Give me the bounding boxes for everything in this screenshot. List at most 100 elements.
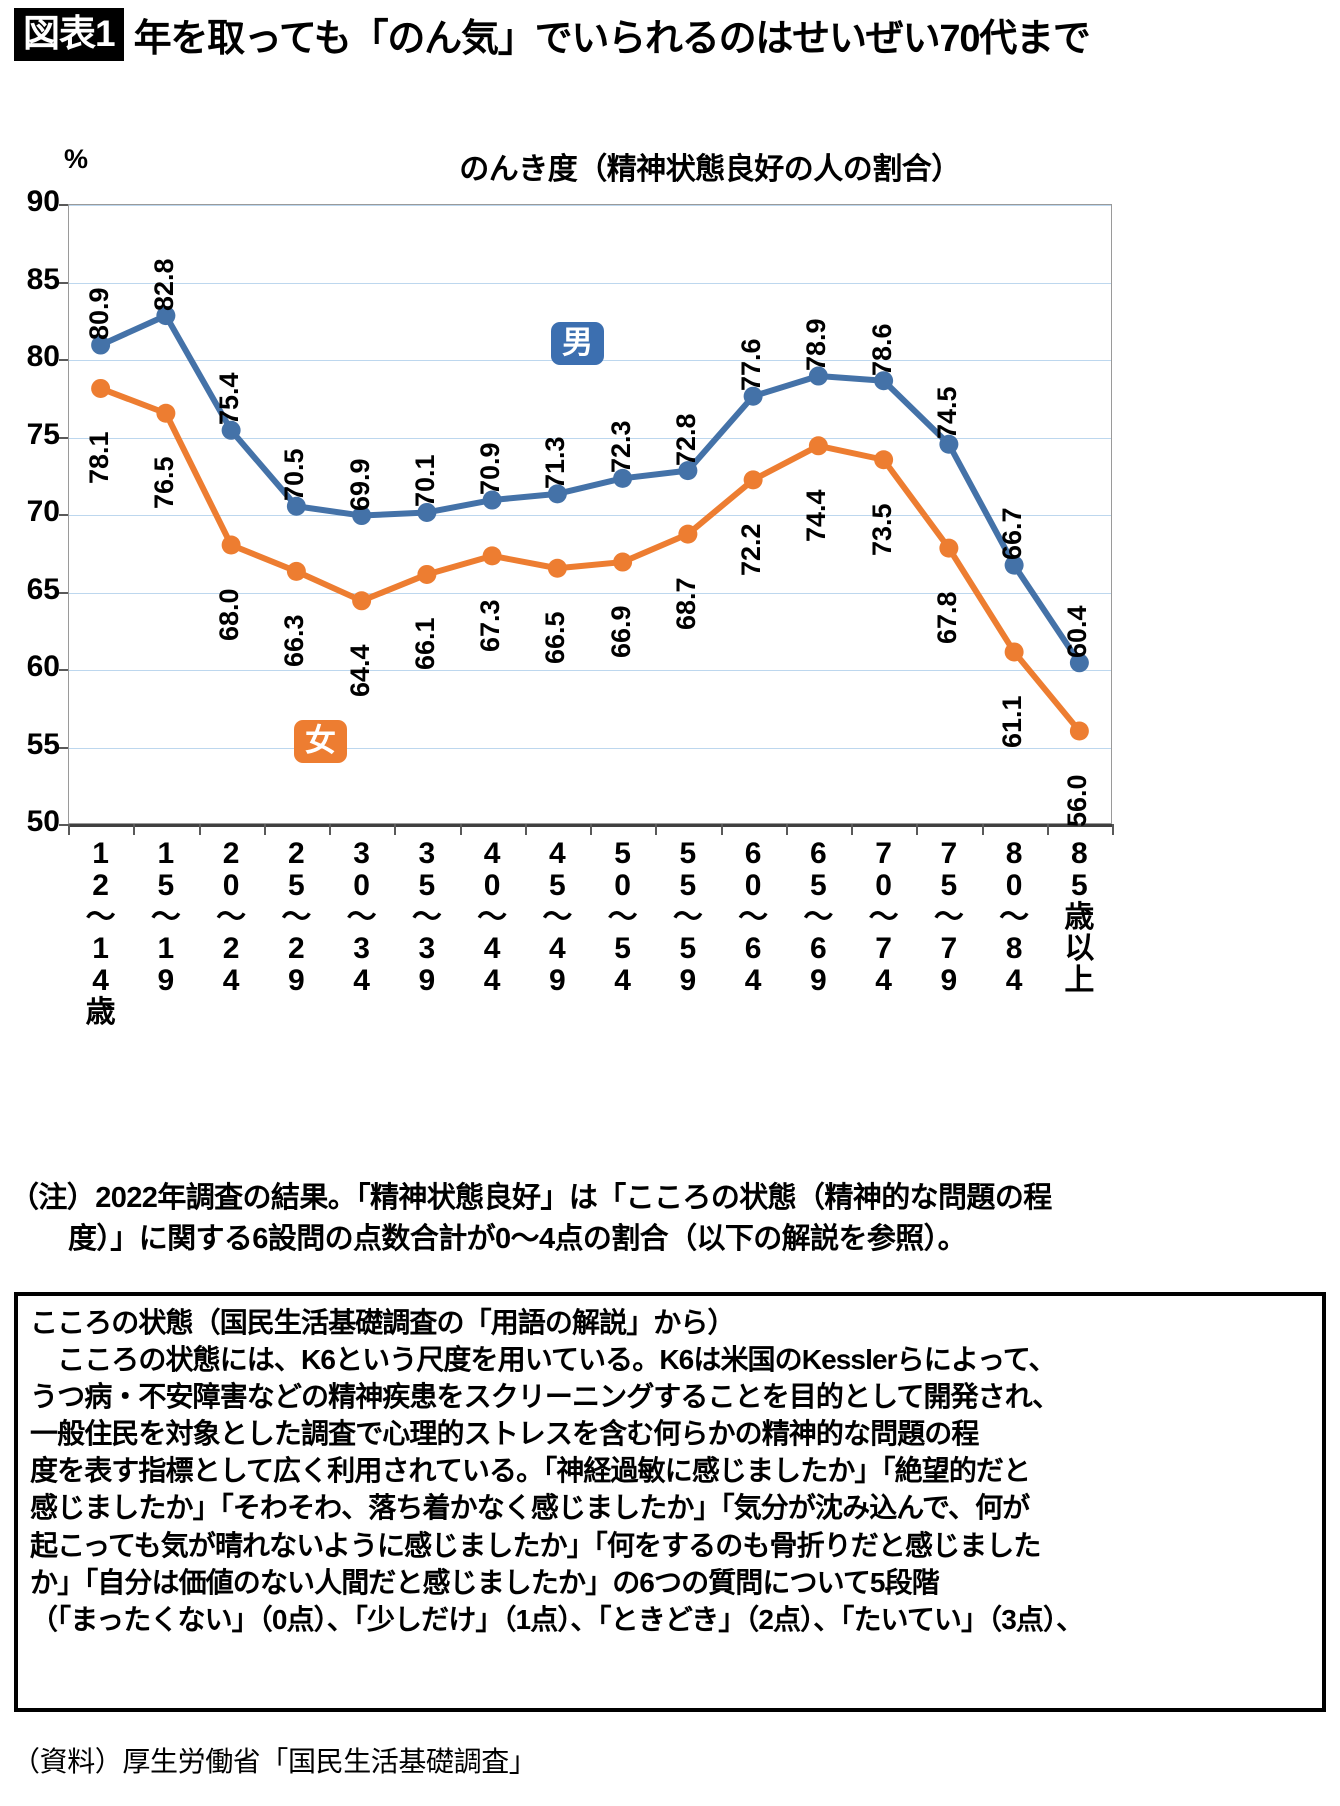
data-label: 71.3 — [540, 436, 571, 489]
data-point — [156, 403, 176, 423]
x-axis-category-char: 4 — [353, 964, 370, 998]
x-axis-category-char: ～ — [999, 900, 1030, 934]
x-axis-category-char: 7 — [875, 837, 892, 870]
x-axis-category-char: 5 — [1071, 868, 1088, 902]
x-axis-category-char: 9 — [810, 964, 827, 998]
x-axis-category-char: ～ — [607, 900, 638, 934]
x-axis-category-char: 6 — [744, 837, 762, 870]
data-label: 56.0 — [1062, 774, 1093, 827]
x-axis-category-char: ～ — [803, 900, 834, 934]
x-axis-category-char: 5 — [157, 868, 175, 902]
data-label: 72.3 — [605, 420, 636, 474]
data-point — [939, 538, 959, 558]
x-axis-category-char: ～ — [411, 900, 442, 934]
legend-callout-female: 女 — [294, 720, 347, 763]
x-axis-category-char: 6 — [744, 932, 762, 966]
x-axis-category-char: ～ — [150, 900, 181, 934]
source-line: （資料）厚生労働省「国民生活基礎調査」 — [12, 1746, 537, 1777]
page-header: 図表1 年を取っても「のん気」でいられるのはせいぜい70代まで — [0, 0, 1340, 64]
x-axis-tick-mark — [720, 824, 723, 835]
x-axis-category-char: 4 — [222, 964, 240, 998]
data-point — [221, 420, 241, 440]
x-axis-category-label: 8 0 ～ 8 4 — [984, 838, 1044, 997]
data-point — [874, 371, 894, 391]
data-point — [1004, 555, 1024, 575]
gridline — [69, 437, 1111, 439]
x-axis-category-char: 9 — [418, 964, 436, 998]
data-label: 64.4 — [344, 644, 375, 697]
data-point — [808, 366, 828, 386]
x-axis-tick-mark — [68, 824, 70, 835]
x-axis-category-label: 2 0 ～ 2 4 — [201, 838, 261, 997]
x-axis-category-char: 3 — [353, 932, 370, 966]
gridline — [69, 670, 1111, 671]
x-axis-category-char: 7 — [940, 932, 958, 966]
x-axis-category-char: ～ — [216, 900, 247, 934]
data-point — [482, 546, 502, 566]
data-point — [678, 461, 698, 481]
note-line-1: （注）2022年調査の結果。「精神状態良好」は「こころの状態（精神的な問題の程 — [10, 1182, 1052, 1214]
x-axis-category-char: 4 — [614, 964, 631, 998]
note-line-2: 度）」に関する6設問の点数合計が0～4点の割合（以下の解説を参照）。 — [68, 1223, 967, 1256]
x-axis-category-char: 3 — [353, 837, 370, 870]
x-axis-category-char: 0 — [483, 868, 501, 902]
x-axis-category-char: 5 — [549, 868, 566, 902]
x-axis-category-char: 4 — [549, 837, 566, 870]
x-axis-category-char: 8 — [1005, 837, 1023, 870]
gridline — [69, 282, 1111, 284]
data-point — [352, 591, 372, 611]
data-point — [1069, 721, 1089, 741]
x-axis-category-char: 3 — [418, 932, 436, 966]
x-axis-category-label: 3 5 ～ 3 9 — [397, 838, 457, 997]
gridline — [69, 747, 1111, 749]
y-axis-tick-label: 85 — [26, 262, 60, 296]
series-line-male — [97, 312, 1083, 666]
x-axis-category-char: 4 — [483, 837, 501, 870]
x-axis-category-char: 2 — [222, 932, 240, 966]
data-point — [874, 450, 894, 470]
data-point — [547, 484, 567, 504]
x-axis-category-label: 7 5 ～ 7 9 — [919, 838, 979, 997]
x-axis-category-char: 9 — [288, 964, 305, 998]
x-axis-category-char: 8 — [1071, 837, 1088, 870]
x-axis-category-char: 5 — [614, 837, 631, 870]
figure-badge: 図表1 — [14, 7, 124, 61]
x-axis-category-char: 0 — [353, 868, 370, 902]
x-axis-category-char: 1 — [157, 932, 175, 966]
x-axis-tick-mark — [329, 824, 331, 835]
data-label: 76.5 — [148, 456, 179, 510]
explanation-line: 感じましたか」「そわそわ、落ち着かなく感じましたか」「気分が沈み込んで、何が — [30, 1492, 1030, 1524]
y-axis-unit-label: % — [64, 144, 89, 174]
data-point — [743, 386, 763, 406]
explanation-box: こころの状態（国民生活基礎調査の「用語の解説」から） こころの状態には、K6とい… — [14, 1292, 1326, 1712]
data-point — [286, 561, 306, 581]
y-axis-tick-mark — [59, 591, 68, 594]
series-line-female — [97, 385, 1083, 734]
x-axis-category-char: 0 — [875, 868, 892, 902]
data-label: 78.6 — [866, 323, 897, 376]
data-point — [613, 552, 633, 572]
data-point — [939, 434, 959, 454]
x-axis-category-char: ～ — [85, 900, 116, 934]
x-axis-category-char: 6 — [810, 932, 827, 966]
x-axis-category-label: 1 5 ～ 1 9 — [136, 838, 196, 997]
explanation-line: 度を表す指標として広く利用されている。「神経過敏に感じましたか」「絶望的だと — [30, 1455, 1031, 1487]
x-axis-category-label: 1 2 ～ 1 4 歳 — [71, 838, 131, 1029]
x-axis-category-char: 上 — [1064, 964, 1095, 998]
data-point — [613, 468, 633, 488]
data-label: 66.9 — [605, 605, 636, 659]
series-lines — [91, 306, 1089, 741]
x-axis-category-char: 2 — [288, 837, 305, 870]
x-axis-category-char: 1 — [157, 837, 175, 870]
data-label: 70.5 — [279, 448, 310, 502]
data-label: 75.4 — [214, 372, 245, 426]
x-axis-tick-mark — [133, 824, 136, 835]
y-axis-tick-label: 65 — [26, 572, 60, 606]
y-axis-tick-mark — [59, 204, 68, 206]
x-axis-category-char: 4 — [92, 964, 109, 998]
explanation-body: こころの状態には、K6という尺度を用いている。K6は米国のKesslerらによっ… — [30, 1341, 1310, 1638]
x-axis-category-char: ～ — [281, 900, 312, 934]
x-axis-category-label: 3 0 ～ 3 4 — [332, 838, 392, 997]
x-axis-category-char: 9 — [157, 964, 175, 998]
x-axis-category-char: 歳 — [1064, 900, 1095, 934]
